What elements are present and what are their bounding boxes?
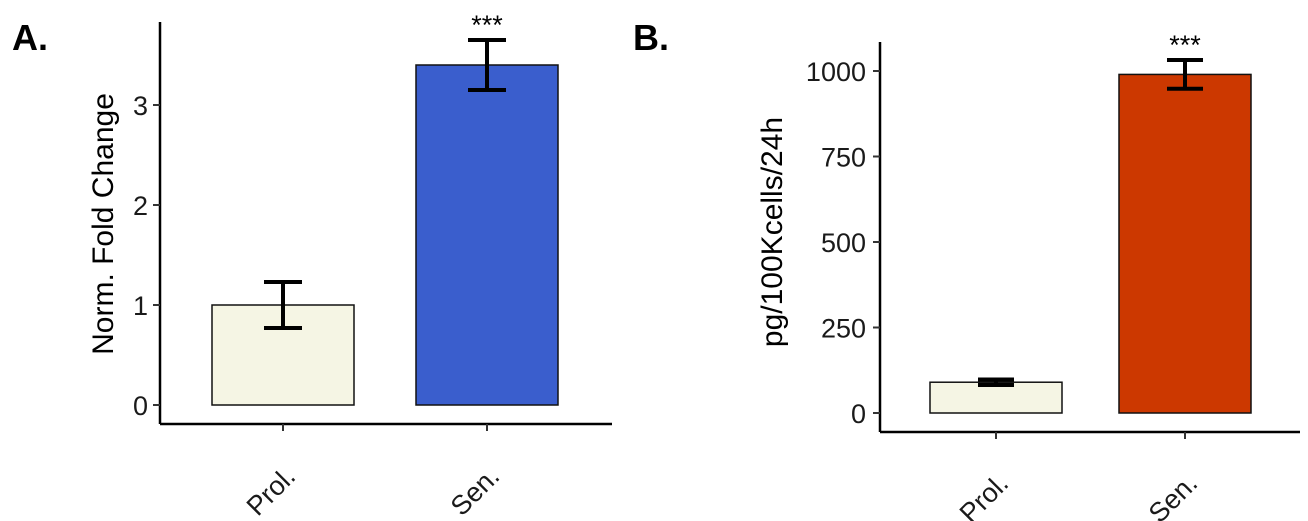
y-tick-label-b-0: 0 [851,399,866,429]
significance-label-b: *** [1169,30,1201,60]
y-tick-label-b-1000: 1000 [806,57,866,87]
error-bar-a-prol [264,280,302,330]
significance-label-a: *** [471,10,503,40]
panel-letter-b: B. [633,17,669,58]
x-tick-label-a-sen: Sen. [445,461,505,521]
y-tick-label-a-0: 0 [133,391,148,421]
y-tick-label-a-1: 1 [133,291,148,321]
panel-a: A. Norm. Fold Change *** 0 1 2 3 Prol. Sen. [12,10,612,521]
y-tick-label-b-500: 500 [821,228,866,258]
panel-b: B. pg/100Kcells/24h *** 0 250 500 750 1000 Prol.… [633,17,1300,521]
y-tick-label-b-250: 250 [821,314,866,344]
error-bar-b-sen [1167,58,1203,91]
bar-b-prol [929,381,1063,414]
x-tick-label-b-prol: Prol. [954,468,1014,521]
panel-letter-a: A. [12,17,48,58]
error-bar-b-prol [978,377,1014,387]
x-tick-label-b-sen: Sen. [1143,468,1203,521]
bar-b-sen [1118,73,1252,414]
y-tick-label-a-3: 3 [133,91,148,121]
x-tick-label-a-prol: Prol. [241,461,301,521]
y-tick-label-b-750: 750 [821,143,866,173]
y-tick-label-a-2: 2 [133,191,148,221]
y-axis-title-b: pg/100Kcells/24h [756,117,789,347]
error-bar-a-sen [468,38,506,92]
y-axis-title-a: Norm. Fold Change [87,93,120,355]
bar-a-sen [415,64,559,406]
